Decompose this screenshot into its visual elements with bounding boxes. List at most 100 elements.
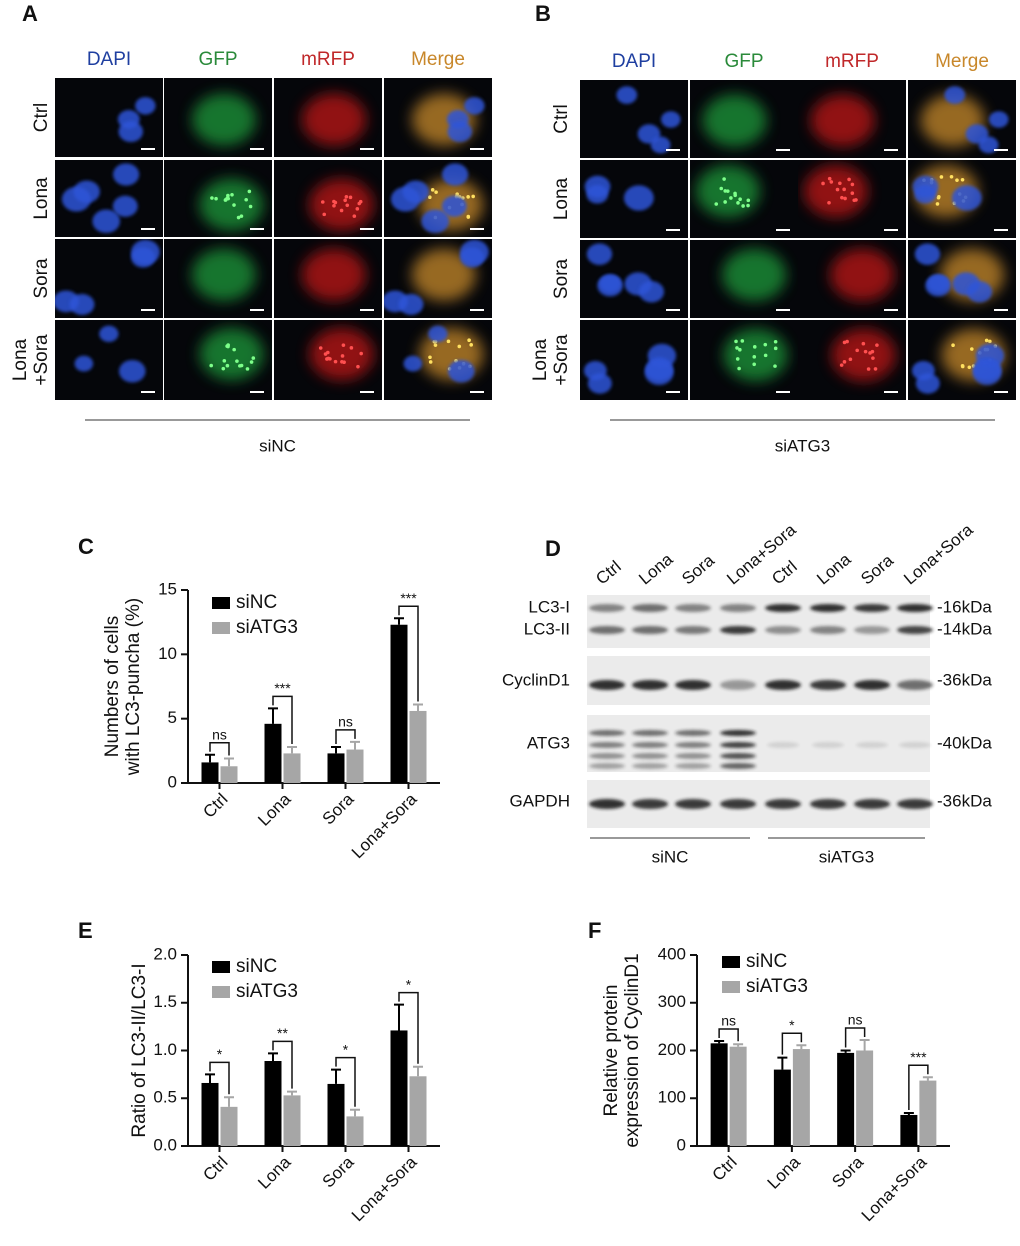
y-tick-label: 2.0 [153, 944, 177, 963]
legend-swatch [212, 986, 230, 998]
band [720, 626, 756, 634]
row-label: Lona [31, 177, 52, 220]
band-label: ATG3 [527, 733, 570, 752]
nucleus [597, 274, 623, 297]
puncta [821, 181, 825, 186]
cell-body [803, 165, 868, 218]
band [589, 604, 625, 612]
nucleus [944, 86, 966, 104]
micrograph [580, 160, 688, 238]
puncta [838, 181, 842, 186]
error-bar [394, 1003, 404, 1031]
band-label: GAPDH [510, 791, 570, 810]
band [765, 680, 801, 690]
lane-label: Lona [813, 549, 855, 588]
puncta [352, 214, 357, 218]
y-axis-title: Relative protein [601, 984, 622, 1116]
nucleus [421, 209, 450, 234]
significance-bracket [781, 1032, 803, 1055]
puncta [723, 200, 727, 204]
puncta [356, 364, 360, 369]
band [720, 742, 756, 748]
bar [283, 753, 301, 783]
nucleus [616, 86, 638, 104]
legend-swatch [212, 622, 230, 634]
puncta [734, 339, 738, 344]
y-tick-label: 200 [658, 1040, 686, 1059]
nucleus [447, 359, 475, 383]
error-bar [922, 1076, 933, 1081]
puncta [469, 343, 473, 347]
nucleus [135, 97, 156, 115]
puncta [320, 200, 325, 204]
puncta [827, 176, 832, 181]
nucleus [74, 355, 94, 372]
error-bar [268, 707, 278, 724]
puncta [839, 363, 844, 367]
significance-label: ns [721, 1013, 736, 1029]
puncta [752, 355, 757, 359]
puncta [840, 195, 844, 200]
nucleus [661, 111, 681, 128]
puncta [349, 346, 354, 350]
micrograph [908, 160, 1016, 238]
micrograph [690, 240, 798, 318]
bar [919, 1080, 937, 1146]
cell-body [301, 248, 366, 301]
puncta [951, 343, 955, 348]
nucleus [447, 121, 473, 143]
nucleus [428, 325, 448, 343]
cell-body [301, 93, 366, 146]
panel-label: F [588, 918, 601, 943]
cell-body [722, 248, 787, 301]
band [767, 742, 799, 748]
puncta [827, 200, 831, 205]
puncta [446, 339, 451, 344]
error-bar [777, 1056, 788, 1070]
error-bar [268, 1052, 278, 1062]
cell-body [702, 94, 767, 147]
puncta [773, 364, 777, 368]
puncta [738, 197, 742, 202]
cell-body [191, 93, 256, 146]
micrograph [55, 78, 163, 157]
lane-label: Sora [857, 551, 897, 589]
nucleus [972, 360, 1002, 385]
y-axis-title: expression of CyclinD1 [622, 953, 643, 1147]
y-tick-label: 15 [158, 579, 177, 598]
significance-label: ns [338, 714, 353, 730]
puncta [232, 203, 236, 207]
band-label: LC3-II [524, 619, 570, 638]
band [589, 680, 625, 690]
puncta [210, 196, 214, 200]
error-bar [796, 1044, 807, 1050]
cell-body [199, 328, 264, 381]
micrograph [690, 80, 798, 158]
puncta [984, 338, 989, 343]
bar [264, 1061, 282, 1146]
nucleus [925, 274, 951, 297]
x-tick-label: Sora [319, 1152, 358, 1191]
x-tick-label: Lona+Sora [348, 1152, 421, 1225]
band [675, 604, 711, 612]
nucleus [966, 281, 993, 303]
nucleus [92, 209, 121, 234]
puncta [829, 180, 834, 184]
y-tick-label: 1.5 [153, 992, 177, 1011]
micrograph [384, 320, 492, 400]
significance-bracket [398, 605, 419, 702]
legend-label: siATG3 [746, 976, 808, 997]
nucleus [61, 186, 91, 212]
puncta [345, 203, 350, 208]
nucleus [587, 373, 612, 394]
puncta [428, 360, 433, 364]
row-label: +Sora [31, 334, 52, 386]
band [632, 730, 668, 736]
micrograph [384, 239, 492, 318]
puncta [248, 204, 253, 209]
y-axis-title: Ratio of LC3-II/LC3-I [129, 963, 150, 1137]
micrograph [580, 320, 688, 400]
puncta [936, 195, 941, 200]
column-header: GFP [198, 49, 237, 70]
puncta [970, 347, 974, 351]
